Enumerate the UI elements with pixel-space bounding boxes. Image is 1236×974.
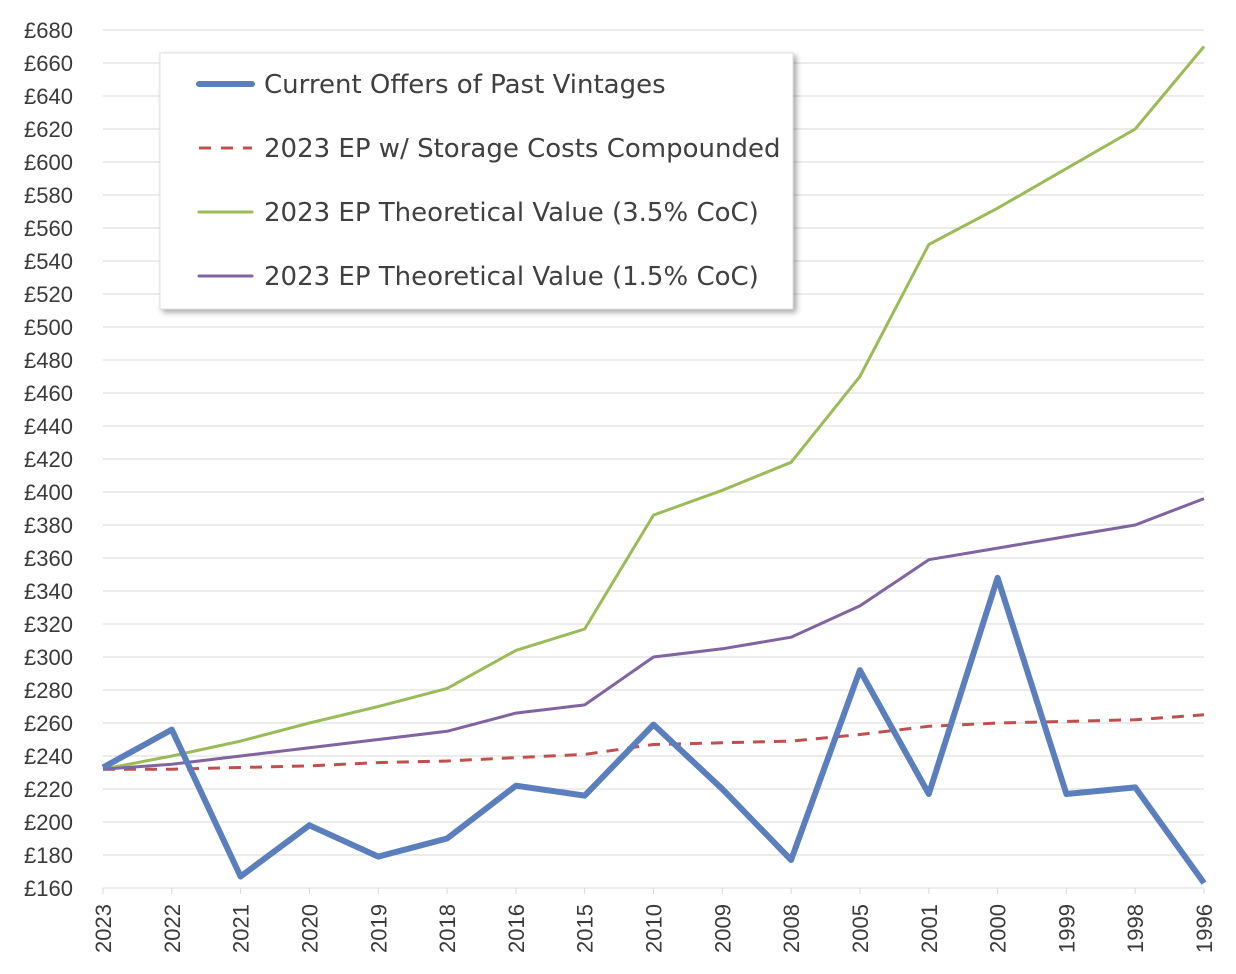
legend-label-3: 2023 EP Theoretical Value (1.5% CoC) [264, 262, 759, 292]
y-tick-label: £480 [24, 348, 73, 373]
y-axis: £160 £180 £200 £220 £240 £260 £280 £300 £320 £340… [24, 18, 73, 901]
legend: Current Offers of Past Vintages 2023 EP w… [159, 52, 794, 310]
y-tick-label: £680 [24, 18, 73, 43]
y-tick-label: £360 [24, 546, 73, 571]
y-tick-label: £440 [24, 414, 73, 439]
series-line-0 [101, 574, 1207, 885]
x-tick-label: 1999 [1054, 904, 1079, 953]
x-tick-label: 1998 [1123, 904, 1148, 953]
x-tick-label: 2000 [986, 904, 1011, 953]
y-tick-label: £240 [24, 744, 73, 769]
y-tick-label: £420 [24, 447, 73, 472]
y-tick-label: £220 [24, 777, 73, 802]
x-tick-label: 2010 [642, 904, 667, 953]
y-tick-label: £660 [24, 51, 73, 76]
x-tick-label: 2016 [504, 904, 529, 953]
y-tick-label: £180 [24, 843, 73, 868]
y-tick-label: £280 [24, 678, 73, 703]
y-tick-label: £400 [24, 480, 73, 505]
x-tick-label: 2020 [297, 904, 322, 953]
legend-label-1: 2023 EP w/ Storage Costs Compounded [264, 134, 780, 164]
series-layer [101, 45, 1207, 885]
x-tick-label: 2021 [229, 904, 254, 953]
x-tick-label: 2009 [710, 904, 735, 953]
x-tick-label: 2023 [91, 904, 116, 953]
y-tick-label: £620 [24, 117, 73, 142]
y-tick-label: £500 [24, 315, 73, 340]
y-tick-label: £640 [24, 84, 73, 109]
y-tick-label: £200 [24, 810, 73, 835]
legend-box [159, 52, 794, 310]
legend-label-2: 2023 EP Theoretical Value (3.5% CoC) [264, 198, 759, 228]
x-tick-label: 2022 [160, 904, 185, 953]
x-tick-label: 2015 [573, 904, 598, 953]
series-line-3 [102, 497, 1205, 771]
x-tick-label: 2019 [366, 904, 391, 953]
y-tick-label: £380 [24, 513, 73, 538]
legend-label-0: Current Offers of Past Vintages [264, 70, 666, 100]
y-tick-label: £540 [24, 249, 73, 274]
x-tick-label: 2018 [435, 904, 460, 953]
y-tick-label: £520 [24, 282, 73, 307]
y-tick-label: £460 [24, 381, 73, 406]
y-tick-label: £320 [24, 612, 73, 637]
y-tick-label: £560 [24, 216, 73, 241]
y-tick-label: £340 [24, 579, 73, 604]
x-tick-label: 2005 [848, 904, 873, 953]
y-tick-label: £580 [24, 183, 73, 208]
y-tick-label: £160 [24, 876, 73, 901]
y-tick-label: £260 [24, 711, 73, 736]
x-tick-label: 1996 [1192, 904, 1217, 953]
y-tick-label: £600 [24, 150, 73, 175]
x-tick-label: 2008 [779, 904, 804, 953]
y-tick-label: £300 [24, 645, 73, 670]
x-tick-label: 2001 [917, 904, 942, 953]
series-line-2 [102, 45, 1206, 771]
x-axis: 2023 2022 2021 2020 2019 2018 2016 2015 2010 2009… [91, 887, 1217, 953]
series-line-1 [103, 713, 1205, 771]
